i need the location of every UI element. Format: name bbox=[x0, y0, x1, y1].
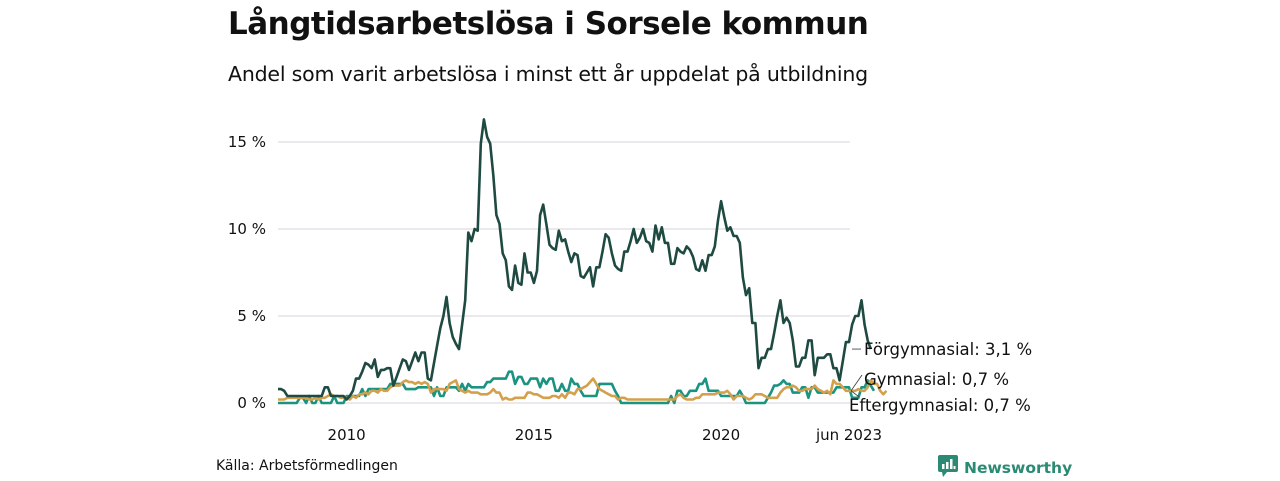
y-tick-label: 10 % bbox=[228, 220, 266, 238]
chart-title: Långtidsarbetslösa i Sorsele kommun bbox=[228, 6, 869, 42]
end-label-förgymnasial: Förgymnasial: 3,1 % bbox=[864, 340, 1032, 359]
y-tick-label: 5 % bbox=[237, 307, 266, 325]
newsworthy-logo[interactable]: Newsworthy bbox=[938, 455, 1072, 481]
x-tick-label: 2010 bbox=[328, 426, 366, 444]
label-connector bbox=[850, 374, 863, 392]
y-axis: 0 % 5 % 10 % 15 % bbox=[228, 133, 266, 412]
series-line-förgymnasial bbox=[278, 118, 873, 401]
y-tick-label: 15 % bbox=[228, 133, 266, 151]
x-tick-label: 2020 bbox=[702, 426, 740, 444]
series-line-eftergymnasial bbox=[278, 377, 888, 401]
end-label-eftergymnasial: Eftergymnasial: 0,7 % bbox=[849, 396, 1031, 415]
bar-chart-speech-bubble-icon bbox=[938, 455, 958, 481]
end-labels: Förgymnasial: 3,1 % Gymnasial: 0,7 % Efter… bbox=[849, 340, 1032, 415]
series-lines bbox=[278, 118, 888, 405]
label-connector bbox=[850, 390, 860, 398]
x-tick-label: 2015 bbox=[515, 426, 553, 444]
x-axis: 2010 2015 2020 jun 2023 bbox=[328, 426, 883, 444]
series-line-gymnasial bbox=[278, 370, 876, 405]
x-tick-label: jun 2023 bbox=[815, 426, 882, 444]
source-note: Källa: Arbetsförmedlingen bbox=[216, 458, 398, 474]
chart-subtitle: Andel som varit arbetslösa i minst ett å… bbox=[228, 62, 868, 86]
y-tick-label: 0 % bbox=[237, 394, 266, 412]
end-label-gymnasial: Gymnasial: 0,7 % bbox=[864, 370, 1009, 389]
brand-name: Newsworthy bbox=[964, 459, 1073, 477]
